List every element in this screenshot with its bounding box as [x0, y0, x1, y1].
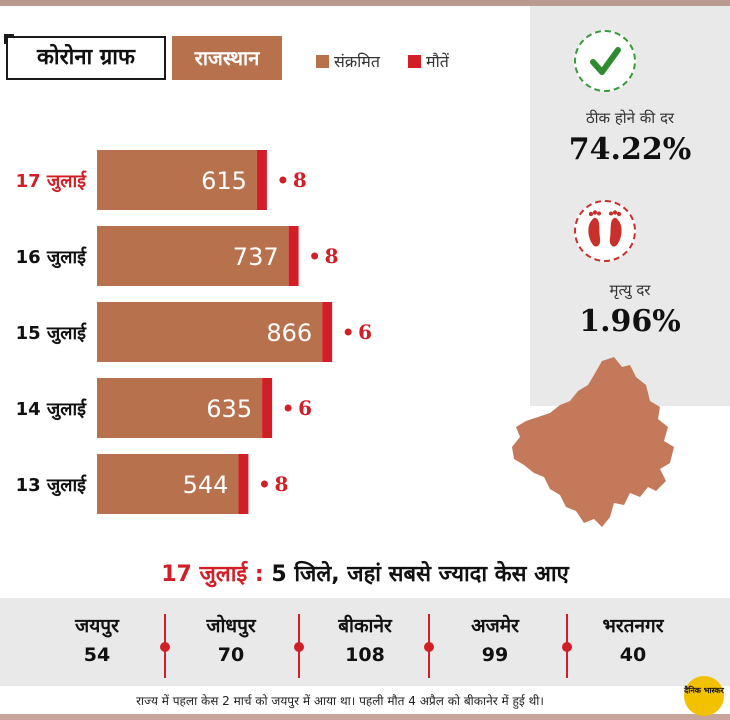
recovery-rate-label: ठीक होने की दर: [585, 109, 675, 127]
value-label-deaths: 8: [274, 472, 288, 496]
deaths-dot: [260, 480, 268, 488]
district-name: अजमेर: [471, 615, 519, 637]
district-item: जयपुर 54: [32, 612, 162, 666]
districts-date: 17 जुलाई: [161, 562, 248, 587]
footer-note: राज्य में पहला केस 2 मार्च को जयपुर में …: [136, 694, 544, 708]
value-label-deaths: 8: [325, 244, 339, 268]
value-label-deaths: 8: [293, 168, 307, 192]
bar-infected: [97, 150, 257, 210]
district-name: जयपुर: [75, 615, 119, 637]
district-name: जोधपुर: [206, 615, 256, 637]
deaths-dot: [279, 176, 287, 184]
deaths-dot: [344, 328, 352, 336]
deaths-dot: [284, 404, 292, 412]
district-separator: [424, 614, 434, 678]
legend-swatch-deaths: [408, 54, 421, 68]
top-band: [0, 0, 730, 6]
bar-infected: [97, 302, 323, 362]
check-icon: [574, 30, 636, 92]
district-value: 40: [619, 644, 647, 666]
category-label: 16 जुलाई: [16, 246, 88, 269]
bar-deaths: [288, 226, 299, 286]
districts-heading: 17 जुलाई : 5 जिले, जहां सबसे ज्यादा केस …: [0, 558, 730, 588]
category-label: 17 जुलाई: [16, 170, 88, 193]
legend-item-deaths: मौतें: [408, 50, 449, 72]
district-name: बीकानेर: [338, 615, 392, 637]
footer-band: [0, 714, 730, 720]
rajasthan-map-icon: [512, 357, 674, 527]
bar-infected: [97, 226, 289, 286]
bar-deaths: [322, 302, 333, 362]
value-label-infected: 737: [233, 243, 279, 271]
value-label-infected: 615: [201, 167, 247, 195]
district-value: 70: [217, 644, 245, 666]
district-item: भरतनगर 40: [568, 612, 698, 666]
legend-swatch-infected: [316, 54, 329, 68]
page-title: कोरोना ग्राफ: [6, 36, 166, 80]
district-item: बीकानेर 108: [300, 612, 430, 666]
legend-label-infected: संक्रमित: [334, 52, 380, 71]
category-label: 14 जुलाई: [16, 398, 88, 421]
districts-band: [0, 598, 730, 686]
death-rate-value: 1.96%: [579, 304, 681, 339]
recovery-rate-value: 74.22%: [568, 132, 692, 167]
districts-title: 5 जिले, जहां सबसे ज्यादा केस आए: [271, 562, 569, 587]
category-label: 13 जुलाई: [16, 474, 88, 497]
bar-infected: [97, 378, 263, 438]
state-badge: राजस्थान: [172, 36, 282, 80]
district-value: 99: [481, 644, 509, 666]
brand-logo: दैनिक भास्कर: [684, 676, 724, 716]
district-value: 54: [83, 644, 111, 666]
value-label-infected: 866: [266, 319, 312, 347]
district-item: जोधपुर 70: [166, 612, 296, 666]
bar-deaths: [238, 454, 249, 514]
bar-infected: [97, 454, 239, 514]
feet-icon: [574, 200, 636, 262]
legend-label-deaths: मौतें: [426, 52, 449, 71]
category-label: 15 जुलाई: [16, 322, 88, 345]
bar-chart: 17 जुलाई 615 8 16 जुलाई 737 8 15 जुलाई 866 6 14 ज…: [16, 150, 372, 514]
value-label-infected: 635: [206, 395, 252, 423]
bar-deaths: [256, 150, 267, 210]
district-name: भरतनगर: [602, 615, 664, 637]
legend-item-infected: संक्रमित: [316, 50, 380, 72]
value-label-infected: 544: [183, 471, 229, 499]
districts-separator: :: [254, 562, 264, 587]
bar-deaths: [262, 378, 273, 438]
district-separator: [160, 614, 170, 678]
deaths-dot: [311, 252, 319, 260]
death-rate-label: मृत्यु दर: [609, 281, 651, 299]
district-item: अजमेर 99: [430, 612, 560, 666]
district-value: 108: [345, 644, 385, 666]
district-separator: [562, 614, 572, 678]
value-label-deaths: 6: [298, 396, 312, 420]
value-label-deaths: 6: [358, 320, 372, 344]
district-separator: [294, 614, 304, 678]
